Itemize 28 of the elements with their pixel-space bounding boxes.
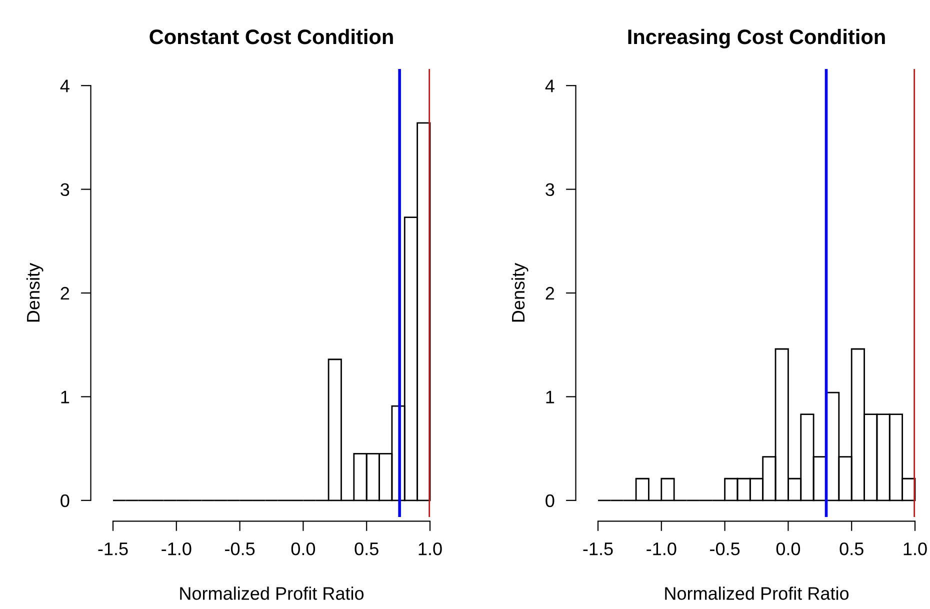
x-tick-label: -1.0 [162,542,192,556]
y-tick-label: 2 [546,286,554,300]
x-tick-label: -1.5 [98,542,128,556]
y-axis-title: Density [26,262,44,322]
x-tick-label: 1.0 [904,542,927,556]
y-tick-label: 3 [546,183,554,196]
y-tick-label: 4 [545,80,554,92]
x-axis-title: Normalized Profit Ratio [665,586,849,600]
x-tick-label: 1.0 [418,542,442,556]
y-tick-label: 1 [61,390,70,404]
x-tick-label: 0.5 [840,542,864,556]
x-tick-label: -0.5 [225,542,255,556]
y-tick-label: 1 [546,390,554,404]
y-tick-label: 2 [60,286,70,300]
x-tick-label: 0.0 [776,542,800,556]
y-tick-label: 3 [60,183,70,196]
x-tick-label: 0.0 [291,542,316,556]
y-tick-label: 4 [60,80,70,92]
y-tick-label: 0 [546,494,554,508]
x-tick-label: -1.0 [646,542,676,556]
x-tick-label: -0.5 [710,542,740,556]
chart-title: Increasing Cost Condition [628,28,885,48]
y-axis-title: Density [511,262,528,322]
x-tick-label: 0.5 [354,542,378,556]
x-tick-label: -1.5 [583,542,613,556]
x-axis-title: Normalized Profit Ratio [180,586,364,600]
y-tick-label: 0 [60,494,70,508]
chart-title: Constant Cost Condition [150,28,393,44]
